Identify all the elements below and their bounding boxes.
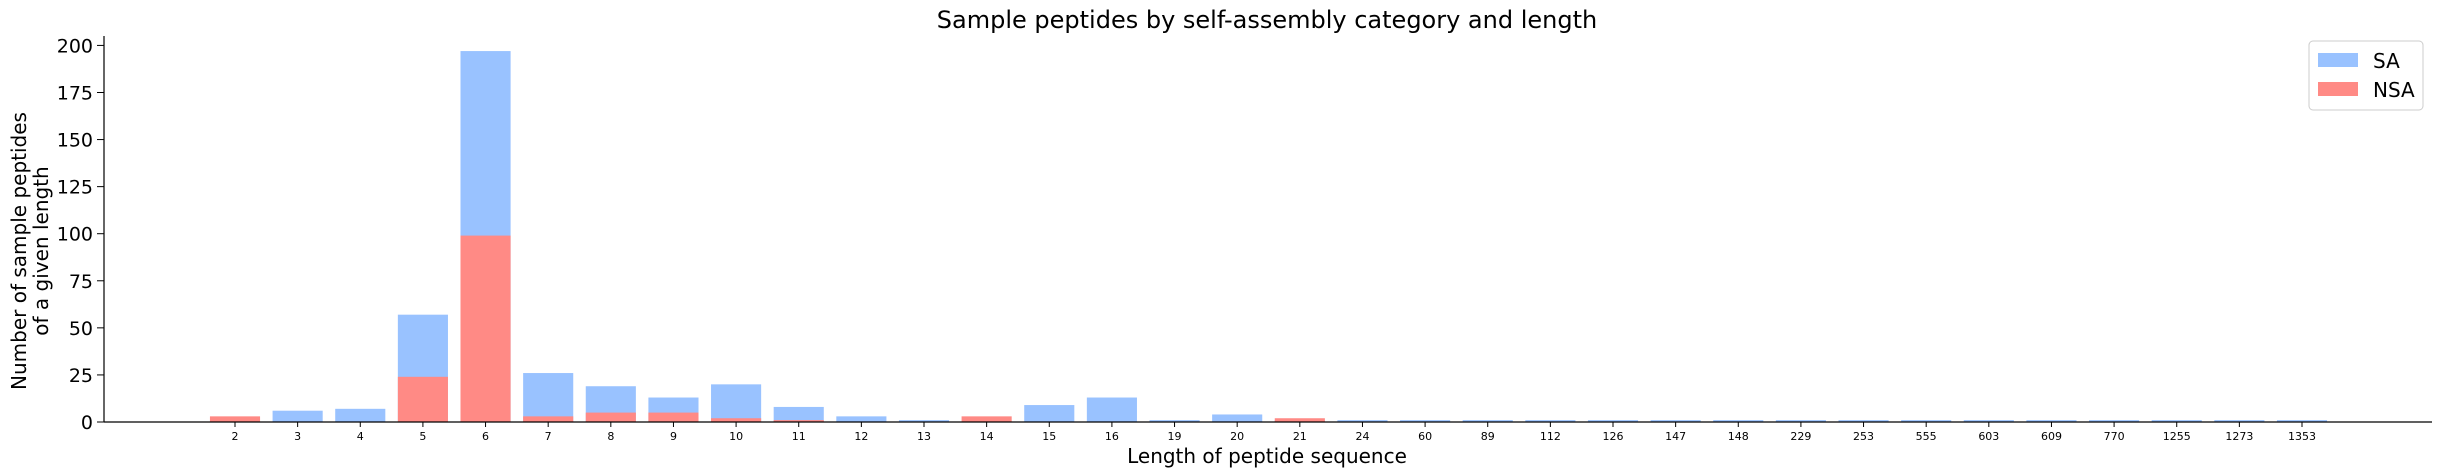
x-tick-label: 770	[2104, 430, 2125, 443]
y-tick-label: 75	[69, 271, 93, 293]
x-tick-label: 609	[2041, 430, 2062, 443]
x-tick-label: 3	[294, 430, 301, 443]
bar-sa-7	[523, 373, 574, 422]
y-tick-label: 175	[57, 82, 93, 104]
x-tick-label: 11	[792, 430, 806, 443]
x-tick-label: 555	[1916, 430, 1937, 443]
y-axis-title-line-2: of a given length	[29, 166, 53, 335]
x-tick-label: 20	[1230, 430, 1244, 443]
bar-sa-770	[2089, 420, 2140, 422]
x-tick-label: 19	[1168, 430, 1182, 443]
y-tick-label: 50	[69, 318, 93, 340]
bar-sa-89	[1462, 420, 1513, 422]
x-tick-label: 12	[854, 430, 868, 443]
bar-nsa-8	[585, 412, 636, 422]
x-tick-label: 8	[607, 430, 614, 443]
bar-sa-1255	[2151, 420, 2202, 422]
x-tick-label: 1255	[2163, 430, 2191, 443]
bar-sa-603	[1963, 420, 2014, 422]
bar-sa-60	[1400, 420, 1451, 422]
x-tick-label: 13	[917, 430, 931, 443]
x-tick-label: 603	[1978, 430, 1999, 443]
y-tick-label: 100	[57, 224, 93, 246]
legend-label-nsa: NSA	[2373, 78, 2415, 102]
x-tick-label: 6	[482, 430, 489, 443]
y-tick-label: 0	[81, 412, 93, 434]
bar-nsa-7	[523, 416, 574, 422]
x-tick-label: 148	[1728, 430, 1749, 443]
y-axis-ticks: 0 25 50 75 100 125 150 175 200	[57, 35, 104, 434]
x-tick-label: 126	[1603, 430, 1624, 443]
x-tick-label: 21	[1293, 430, 1307, 443]
bar-sa-1353	[2276, 420, 2328, 422]
chart-title: Sample peptides by self-assembly categor…	[937, 6, 1597, 34]
bar-sa-15	[1024, 405, 1075, 422]
bar-nsa-6	[460, 235, 511, 422]
x-axis-title: Length of peptide sequence	[1127, 444, 1407, 468]
x-tick-label: 2	[232, 430, 239, 443]
x-tick-label: 7	[545, 430, 552, 443]
y-tick-label: 150	[57, 130, 93, 152]
bar-sa-3	[272, 410, 323, 422]
bar-sa-1273	[2214, 420, 2265, 422]
x-tick-label: 9	[670, 430, 677, 443]
bar-sa-4	[335, 408, 386, 422]
bar-sa-16	[1086, 397, 1137, 422]
bar-nsa-5	[397, 376, 448, 422]
y-tick-label: 200	[57, 35, 93, 57]
bar-nsa-9	[648, 412, 699, 422]
y-tick-label: 125	[57, 177, 93, 199]
x-tick-label: 16	[1105, 430, 1119, 443]
x-tick-label: 15	[1042, 430, 1056, 443]
bar-sa-24	[1337, 420, 1388, 422]
bar-nsa-21	[1274, 418, 1325, 422]
x-tick-label: 60	[1418, 430, 1432, 443]
y-tick-label: 25	[69, 365, 93, 387]
x-tick-label: 229	[1790, 430, 1811, 443]
x-tick-label: 10	[729, 430, 743, 443]
bar-sa-148	[1713, 420, 1764, 422]
bar-sa-10	[711, 384, 762, 422]
legend-swatch-sa	[2318, 53, 2358, 67]
x-tick-label: 89	[1481, 430, 1495, 443]
x-tick-label: 14	[980, 430, 994, 443]
x-tick-label: 112	[1540, 430, 1561, 443]
bar-nsa-11	[773, 420, 824, 422]
x-tick-label: 4	[357, 430, 364, 443]
bar-sa-147	[1650, 420, 1701, 422]
x-tick-label: 1273	[2225, 430, 2253, 443]
bar-nsa-10	[711, 418, 762, 422]
bar-sa-609	[2026, 420, 2077, 422]
x-tick-label: 253	[1853, 430, 1874, 443]
legend-label-sa: SA	[2373, 49, 2400, 73]
bar-sa-126	[1587, 420, 1639, 422]
y-axis-title-line-1: Number of sample peptides	[7, 112, 31, 390]
x-axis-ticks: 2 3 4 5 6 7 8 9 10 11 12 13 14 15 16 19 20 21 24 60 89 112 126…	[232, 422, 2316, 443]
bar-sa-555	[1901, 420, 1952, 422]
x-tick-label: 5	[419, 430, 426, 443]
bar-sa-11	[773, 406, 824, 422]
bar-sa-19	[1149, 420, 1200, 422]
bar-sa-229	[1775, 420, 1826, 422]
legend: SA NSA	[2308, 40, 2424, 111]
legend-swatch-nsa	[2318, 82, 2358, 96]
x-tick-label: 1353	[2288, 430, 2316, 443]
bar-nsa-14	[961, 416, 1012, 422]
bar-sa-20	[1212, 414, 1263, 422]
x-tick-label: 24	[1355, 430, 1369, 443]
y-axis-title: Number of sample peptides of a given len…	[7, 112, 53, 390]
bar-sa-13	[898, 420, 950, 422]
bar-sa-12	[836, 416, 887, 422]
bar-sa-112	[1525, 420, 1576, 422]
bar-nsa-2	[209, 416, 261, 422]
bar-sa-253	[1838, 420, 1889, 422]
plot-area	[209, 51, 2328, 422]
x-tick-label: 147	[1665, 430, 1686, 443]
